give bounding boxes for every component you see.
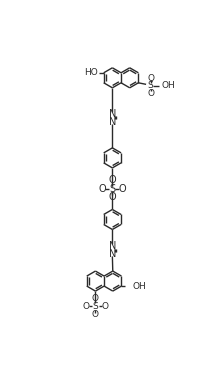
Text: O: O [82, 302, 89, 311]
Text: OH: OH [161, 81, 174, 90]
Text: O: O [108, 175, 116, 185]
Text: O: O [108, 192, 116, 202]
Text: HO: HO [83, 68, 97, 77]
Text: N: N [108, 117, 115, 127]
Text: O: O [118, 184, 126, 194]
Text: O: O [98, 184, 106, 194]
Text: O: O [146, 89, 153, 98]
Text: S: S [109, 184, 115, 194]
Text: O: O [146, 74, 153, 83]
Text: N: N [108, 249, 115, 259]
Text: N: N [108, 109, 115, 119]
Text: OH: OH [132, 281, 145, 291]
Text: O: O [91, 310, 99, 320]
Text: O: O [101, 302, 108, 311]
Text: S: S [147, 81, 153, 90]
Text: N: N [108, 242, 115, 251]
Text: S: S [92, 302, 98, 311]
Text: O: O [91, 294, 99, 303]
